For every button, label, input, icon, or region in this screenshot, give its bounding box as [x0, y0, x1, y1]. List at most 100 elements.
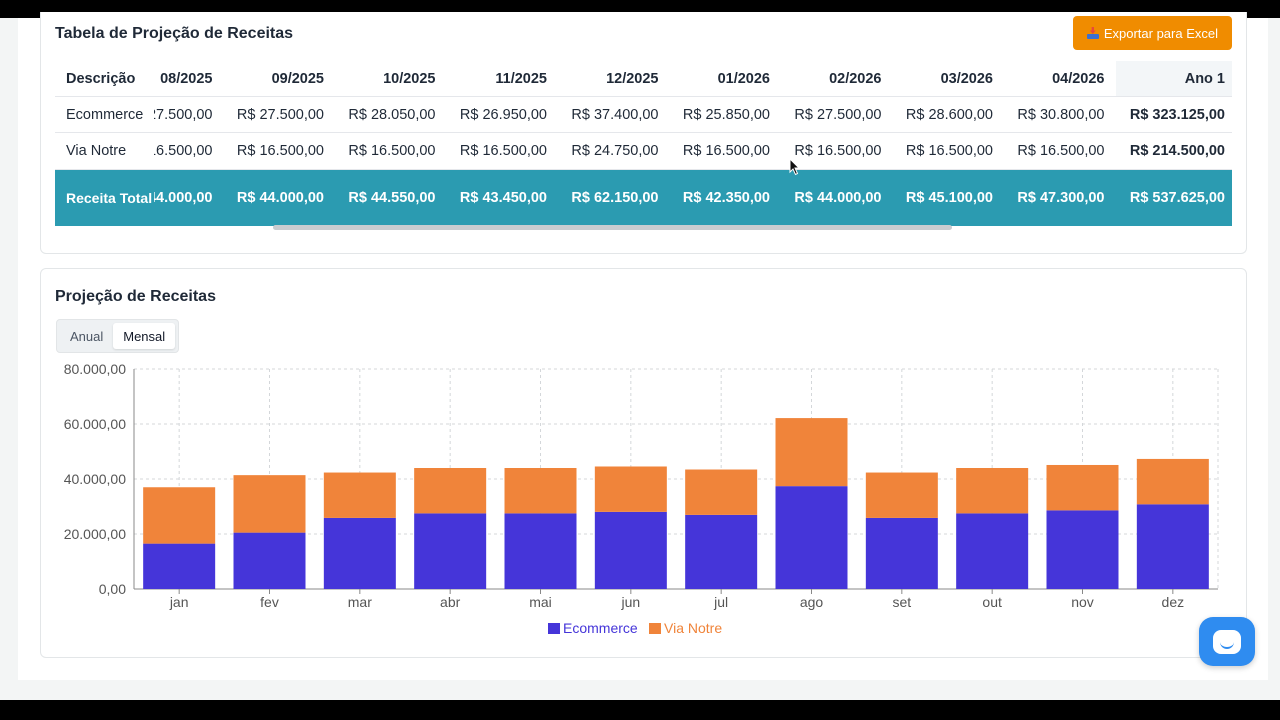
x-tick-label: fev	[260, 594, 279, 610]
row-cells: R$ 27.500,00 R$ 27.500,00 R$ 28.050,00 R$ 2…	[154, 97, 1116, 132]
header-month-cell: 03/2026	[940, 70, 993, 87]
table-cell: R$ 42.350,00	[682, 190, 770, 206]
revenue-chart-card: Projeção de Receitas Anual Mensal 0,00 20…	[40, 268, 1247, 658]
header-year-total: Ano 1	[1116, 61, 1232, 96]
row-year-total: R$ 214.500,00	[1116, 133, 1232, 169]
legend-label: Via Notre	[664, 620, 722, 636]
bar-ecommerce	[1046, 510, 1119, 589]
x-tick-label: mar	[348, 594, 372, 610]
header-month-cell: 11/2025	[495, 70, 547, 87]
bar-via-notre	[1046, 464, 1119, 511]
bar-via-notre	[865, 472, 938, 518]
export-excel-button[interactable]: Exportar para Excel	[1072, 16, 1232, 50]
inbox-tray-icon	[1086, 27, 1099, 39]
bar-ecommerce	[956, 513, 1029, 589]
header-month-cell: 09/2025	[271, 70, 324, 87]
bar-via-notre	[956, 468, 1029, 514]
toggle-anual[interactable]: Anual	[70, 328, 104, 344]
table-row: Via Notre R$ 16.500,00R$ 16.500,00R$ 16.…	[55, 133, 1232, 170]
period-toggle: Anual Mensal	[56, 319, 180, 353]
table-cell: R$ 44.000,00	[794, 190, 882, 206]
bar-ecommerce	[504, 513, 577, 589]
x-tick-label: jun	[620, 594, 640, 610]
header-month-cell: 12/2025	[606, 70, 659, 87]
bar-via-notre	[143, 487, 216, 544]
x-tick-label: mai	[529, 594, 552, 610]
table-cell: R$ 45.100,00	[905, 190, 993, 206]
chat-bubble-icon	[1213, 629, 1241, 654]
page-background: Tabela de Projeção de Receitas Exportar …	[0, 12, 1280, 700]
table-cell: R$ 44.000,00	[154, 190, 213, 206]
header-description: Descrição	[55, 61, 154, 96]
x-tick-label: jul	[713, 594, 728, 610]
table-cell: R$ 16.500,00	[794, 143, 882, 159]
row-cells: R$ 44.000,00 R$ 44.000,00 R$ 44.550,00 R$ 4…	[154, 170, 1116, 226]
horizontal-scrollbar[interactable]	[273, 225, 952, 230]
x-tick-label: out	[982, 594, 1002, 610]
table-cell: R$ 28.600,00	[905, 106, 993, 123]
bar-ecommerce	[233, 532, 306, 589]
bar-via-notre	[323, 472, 396, 518]
bar-via-notre	[414, 468, 487, 514]
bar-ecommerce	[323, 517, 396, 589]
row-cells: R$ 16.500,00 R$ 16.500,00 R$ 16.500,00 R$ 1…	[154, 133, 1116, 169]
table-cell: R$ 25.850,00	[682, 106, 770, 123]
stacked-bar-chart: 0,00 20.000,00 40.000,00 60.000,00 80.000,00…	[64, 361, 1219, 636]
bar-ecommerce	[143, 543, 216, 589]
row-year-total: R$ 537.625,00	[1116, 170, 1232, 226]
x-tick-label: ago	[800, 594, 824, 610]
table-cell: R$ 44.550,00	[348, 190, 436, 206]
row-label: Ecommerce	[55, 97, 154, 132]
y-tick-label: 20.000,00	[64, 526, 126, 542]
chat-widget-button[interactable]	[1199, 617, 1255, 666]
table-total-row: Receita Total R$ 44.000,00R$ 44.000,00R$…	[55, 170, 1232, 226]
row-year-total: R$ 323.125,00	[1116, 97, 1232, 132]
table-cell: R$ 16.500,00	[905, 143, 993, 159]
table-title: Tabela de Projeção de Receitas	[55, 25, 294, 42]
row-label: Receita Total	[55, 170, 154, 226]
bar-ecommerce	[414, 513, 487, 589]
x-tick-label: set	[892, 594, 911, 610]
table-cell: R$ 16.500,00	[459, 143, 547, 159]
legend-label: Ecommerce	[563, 620, 638, 636]
export-button-label: Exportar para Excel	[1103, 25, 1218, 41]
header-month-cell: 04/2026	[1052, 70, 1105, 87]
header-month-cells: 08/2025 09/2025 10/2025 11/2025 12/2025 01/20…	[154, 61, 1116, 96]
row-label: Via Notre	[55, 133, 154, 169]
revenue-table-card: Tabela de Projeção de Receitas Exportar …	[40, 12, 1247, 254]
bar-via-notre	[504, 468, 577, 514]
table-cell: R$ 27.500,00	[154, 106, 213, 123]
table-cell: R$ 62.150,00	[571, 190, 659, 206]
x-tick-label: dez	[1162, 594, 1185, 610]
y-tick-label: 60.000,00	[64, 416, 126, 432]
revenue-table[interactable]: Descrição 08/2025 09/2025 10/2025 11/2025 12…	[55, 61, 1232, 226]
table-cell: R$ 27.500,00	[794, 106, 882, 123]
table-cell: R$ 43.450,00	[459, 190, 547, 206]
bar-via-notre	[233, 475, 306, 533]
bar-ecommerce	[775, 486, 848, 589]
content-area: Tabela de Projeção de Receitas Exportar …	[18, 12, 1268, 680]
header-month-cell: 10/2025	[383, 70, 436, 87]
legend-swatch	[649, 623, 661, 634]
toggle-mensal[interactable]: Mensal	[113, 323, 176, 349]
table-cell: R$ 27.500,00	[236, 106, 324, 123]
table-header-row: Descrição 08/2025 09/2025 10/2025 11/2025 12…	[55, 61, 1232, 97]
chart-title: Projeção de Receitas	[55, 288, 216, 305]
table-cell: R$ 28.050,00	[348, 106, 436, 123]
x-tick-label: abr	[440, 594, 461, 610]
y-tick-label: 0,00	[99, 581, 126, 597]
bar-via-notre	[1136, 458, 1209, 505]
header-month-cell: 08/2025	[160, 70, 213, 87]
y-tick-label: 80.000,00	[64, 361, 126, 377]
x-tick-label: nov	[1071, 594, 1094, 610]
table-cell: R$ 16.500,00	[154, 143, 213, 159]
table-cell: R$ 37.400,00	[571, 106, 659, 123]
table-cell: R$ 16.500,00	[1017, 143, 1105, 159]
header-month-cell: 01/2026	[717, 70, 770, 87]
header-month-cell: 02/2026	[829, 70, 882, 87]
table-cell: R$ 30.800,00	[1017, 106, 1105, 123]
table-cell: R$ 16.500,00	[682, 143, 770, 159]
y-tick-label: 40.000,00	[64, 471, 126, 487]
x-tick-label: jan	[169, 594, 189, 610]
bar-ecommerce	[685, 514, 758, 589]
